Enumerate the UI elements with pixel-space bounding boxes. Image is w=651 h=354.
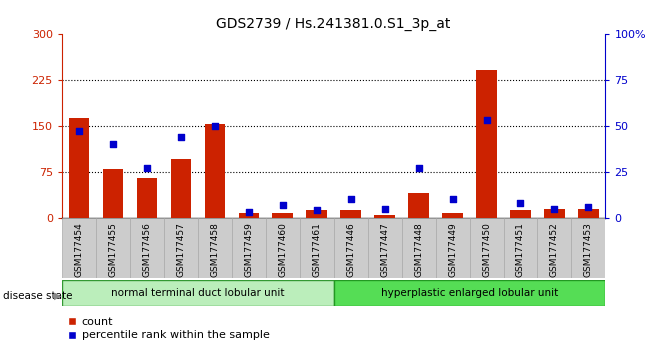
Text: GSM177455: GSM177455 xyxy=(108,223,117,278)
Title: GDS2739 / Hs.241381.0.S1_3p_at: GDS2739 / Hs.241381.0.S1_3p_at xyxy=(216,17,451,31)
Point xyxy=(277,202,288,208)
Bar xyxy=(232,218,266,278)
Text: GSM177446: GSM177446 xyxy=(346,223,355,277)
Bar xyxy=(572,218,605,278)
Text: GSM177451: GSM177451 xyxy=(516,223,525,278)
Bar xyxy=(62,218,96,278)
Bar xyxy=(503,218,538,278)
Bar xyxy=(538,218,572,278)
Point xyxy=(583,204,594,210)
Bar xyxy=(442,213,463,218)
Point xyxy=(481,117,492,123)
Point xyxy=(346,196,356,202)
Text: GSM177453: GSM177453 xyxy=(584,223,593,278)
Text: GSM177447: GSM177447 xyxy=(380,223,389,277)
Bar xyxy=(307,210,327,218)
Text: normal terminal duct lobular unit: normal terminal duct lobular unit xyxy=(111,288,284,298)
Bar xyxy=(130,218,164,278)
Bar xyxy=(238,213,259,218)
Point xyxy=(210,123,220,129)
Point xyxy=(549,206,560,211)
Bar xyxy=(368,218,402,278)
Legend: count, percentile rank within the sample: count, percentile rank within the sample xyxy=(68,317,270,341)
Point xyxy=(516,200,526,206)
Text: disease state: disease state xyxy=(3,291,73,301)
Point xyxy=(311,207,322,213)
Bar xyxy=(402,218,436,278)
Bar xyxy=(164,218,198,278)
Bar xyxy=(299,218,333,278)
Text: hyperplastic enlarged lobular unit: hyperplastic enlarged lobular unit xyxy=(381,288,558,298)
Bar xyxy=(68,118,89,218)
Bar xyxy=(374,215,395,218)
Text: GSM177458: GSM177458 xyxy=(210,223,219,278)
Bar xyxy=(137,178,157,218)
Point xyxy=(176,134,186,139)
Bar xyxy=(436,218,469,278)
Text: GSM177449: GSM177449 xyxy=(448,223,457,277)
Text: ▶: ▶ xyxy=(54,291,62,301)
Bar xyxy=(171,159,191,218)
Bar xyxy=(544,209,564,218)
Bar xyxy=(333,218,368,278)
Bar xyxy=(204,125,225,218)
Bar xyxy=(340,210,361,218)
Text: GSM177450: GSM177450 xyxy=(482,223,491,278)
Text: GSM177459: GSM177459 xyxy=(244,223,253,278)
Point xyxy=(447,196,458,202)
Point xyxy=(107,141,118,147)
Bar xyxy=(510,210,531,218)
Point xyxy=(74,129,84,134)
Bar xyxy=(103,169,123,218)
Text: GSM177456: GSM177456 xyxy=(143,223,151,278)
Bar xyxy=(477,70,497,218)
Bar xyxy=(408,193,429,218)
Point xyxy=(380,206,390,211)
Point xyxy=(413,165,424,171)
Text: GSM177448: GSM177448 xyxy=(414,223,423,277)
Bar xyxy=(333,280,605,306)
Bar xyxy=(198,218,232,278)
Bar xyxy=(273,213,293,218)
Bar xyxy=(96,218,130,278)
Point xyxy=(243,209,254,215)
Bar xyxy=(578,209,599,218)
Bar xyxy=(469,218,503,278)
Point xyxy=(141,165,152,171)
Text: GSM177460: GSM177460 xyxy=(278,223,287,278)
Bar xyxy=(266,218,299,278)
Text: GSM177461: GSM177461 xyxy=(312,223,321,278)
Text: GSM177452: GSM177452 xyxy=(550,223,559,277)
Text: GSM177457: GSM177457 xyxy=(176,223,186,278)
Text: GSM177454: GSM177454 xyxy=(74,223,83,277)
Bar xyxy=(62,280,333,306)
